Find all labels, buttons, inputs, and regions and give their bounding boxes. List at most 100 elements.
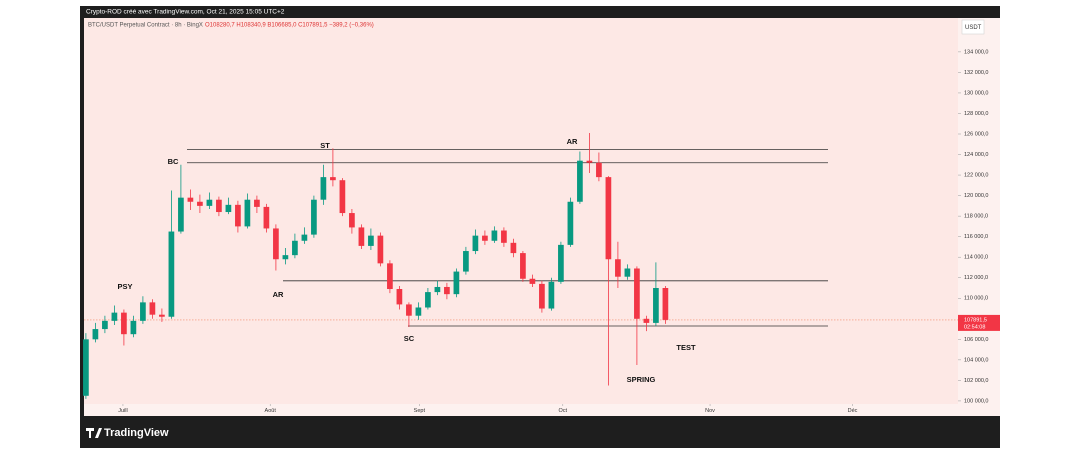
candle-body (121, 312, 127, 335)
candle-body (415, 307, 422, 316)
candle-body (339, 180, 346, 214)
price-tag-countdown: 02:54:08 (964, 324, 985, 330)
candle-body (387, 263, 393, 290)
price-axis (958, 18, 1000, 416)
y-tick-label: 106 000,0 (964, 337, 988, 343)
candle-body (263, 206, 270, 229)
x-tick-label: Sept (414, 408, 426, 414)
annotation: ST (320, 141, 330, 150)
candle-body (197, 201, 203, 206)
plot-area (84, 18, 958, 404)
candle-body (216, 199, 222, 213)
candle-body (577, 160, 583, 202)
candle-body (425, 292, 431, 308)
candle-body (529, 278, 536, 284)
y-tick-label: 104 000,0 (964, 357, 988, 363)
y-tick-label: 118 000,0 (964, 214, 988, 220)
y-tick-label: 128 000,0 (964, 111, 988, 117)
annotation: TEST (676, 343, 696, 352)
candle-body (482, 235, 488, 241)
candle-body (634, 268, 640, 319)
candle-body (140, 302, 146, 321)
annotation: AR (273, 290, 284, 299)
candle-body (92, 329, 99, 340)
candle-body (187, 197, 194, 202)
candle-body (282, 255, 289, 260)
annotation: AR (567, 137, 578, 146)
candle-body (130, 320, 137, 335)
currency: USDT (965, 25, 982, 31)
x-tick-label: Nov (705, 408, 715, 414)
y-tick-label: 124 000,0 (964, 152, 988, 158)
candle-body (501, 230, 507, 243)
candle-body (178, 197, 184, 232)
x-tick-label: Août (265, 408, 277, 414)
candle-body (83, 339, 89, 396)
candle-body (653, 287, 659, 323)
candle-body (491, 230, 498, 241)
candle-body (586, 160, 593, 163)
candle-body (368, 235, 374, 246)
candle-body (605, 177, 612, 260)
candle-body (396, 289, 403, 305)
y-tick-label: 100 000,0 (964, 398, 988, 404)
candle-body (349, 213, 355, 228)
candle-body (548, 281, 555, 309)
chart-title: BTC/USDT Perpetual Contract · 8h · BingX (88, 23, 203, 29)
candle-body (225, 204, 232, 213)
candle-body (111, 312, 118, 321)
price-tag (958, 314, 1000, 331)
candle-body (434, 286, 441, 293)
header: Crypto-ROD créé avec TradingView.com, Oc… (86, 9, 285, 16)
annotation: SPRING (627, 375, 656, 384)
y-tick-label: 120 000,0 (964, 193, 988, 199)
y-tick-label: 110 000,0 (964, 296, 988, 302)
candle-body (558, 244, 564, 282)
candle-body (615, 259, 621, 277)
x-tick-label: Déc (848, 408, 858, 414)
candle-body (292, 240, 298, 256)
y-tick-label: 112 000,0 (964, 275, 988, 281)
candle-body (254, 199, 260, 207)
candle-body (330, 177, 336, 181)
candle-body (539, 283, 545, 309)
y-tick-label: 114 000,0 (964, 255, 988, 261)
brand: TradingView (104, 427, 169, 439)
candle-body (567, 201, 574, 245)
candle-body (159, 314, 165, 317)
candle-body (520, 253, 526, 279)
y-tick-label: 132 000,0 (964, 70, 988, 76)
candle-body (320, 177, 327, 200)
x-tick-label: Juill (118, 408, 127, 414)
currency-box (961, 19, 985, 35)
candle-body (311, 199, 317, 235)
candle-body (624, 268, 631, 277)
annotation: SC (404, 334, 415, 343)
candle-body (235, 204, 241, 227)
candle-body (444, 286, 450, 295)
candle-body (244, 199, 251, 227)
y-tick-label: 102 000,0 (964, 378, 988, 384)
candle-body (510, 242, 517, 254)
time-axis (84, 404, 958, 416)
candle-body (453, 271, 460, 295)
ohlc-legend: O108280,7 H108340,9 B106685,0 C107891,5 … (205, 23, 374, 29)
candle-body (168, 231, 175, 317)
y-tick-label: 134 000,0 (964, 49, 988, 55)
x-tick-label: Oct (559, 408, 568, 414)
y-tick-label: 122 000,0 (964, 173, 988, 179)
brand-logo (86, 428, 102, 438)
annotation: PSY (117, 282, 132, 291)
candle-body (463, 251, 469, 272)
candle-body (406, 304, 412, 316)
candle-body (377, 235, 384, 264)
candle-body (273, 228, 279, 260)
annotation: BC (168, 157, 179, 166)
candle-body (206, 199, 213, 206)
candle-body (643, 318, 650, 323)
y-tick-label: 116 000,0 (964, 234, 988, 240)
candle-body (472, 235, 479, 252)
candle-body (358, 227, 365, 246)
